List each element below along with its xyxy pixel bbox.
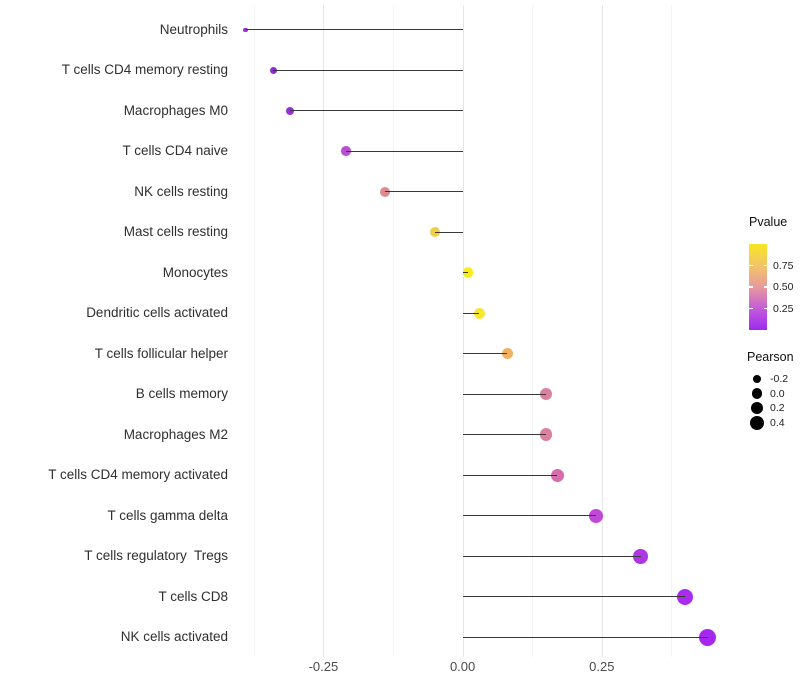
pearson-size-dot: [752, 374, 762, 384]
y-axis-label: B cells memory: [135, 386, 228, 402]
y-axis-label: Monocytes: [162, 264, 228, 280]
pearson-legend-title: Pearson: [747, 350, 794, 364]
pvalue-gradient-tick: [749, 307, 753, 310]
lollipop-stem: [462, 393, 547, 395]
lollipop-point: [550, 468, 564, 482]
pvalue-tick-label: 0.25: [773, 302, 794, 315]
lollipop-point: [540, 388, 553, 401]
lollipop-stem: [462, 636, 708, 638]
y-axis-label: Dendritic cells activated: [86, 305, 228, 321]
lollipop-point: [473, 307, 485, 319]
lollipop-stem: [273, 69, 463, 71]
pearson-size-label: 0.0: [770, 387, 785, 400]
pvalue-gradient-tick: [763, 286, 767, 288]
lollipop-point: [285, 106, 295, 115]
gridline-major: [462, 5, 464, 657]
gridline-major: [323, 5, 325, 657]
x-axis-tick-label: -0.25: [308, 659, 339, 674]
pearson-size-label: 0.2: [770, 402, 785, 415]
gridline-minor: [393, 5, 394, 657]
lollipop-point: [539, 428, 553, 441]
lollipop-point: [462, 267, 474, 278]
pearson-size-label: 0.4: [770, 417, 785, 430]
y-axis-label: T cells gamma delta: [107, 507, 228, 523]
y-axis-label: T cells CD4 memory activated: [48, 467, 228, 483]
lollipop-stem: [462, 312, 480, 314]
gridline-major: [601, 5, 603, 657]
y-axis-label: T cells CD4 naive: [122, 143, 228, 159]
lollipop-point: [633, 548, 649, 564]
lollipop-point: [677, 588, 694, 605]
pearson-size-dot: [751, 388, 763, 399]
lollipop-point: [589, 508, 604, 523]
lollipop-point: [501, 348, 513, 360]
y-axis-label: T cells CD8: [158, 588, 228, 604]
pvalue-tick-label: 0.50: [773, 281, 794, 293]
y-axis-label: Mast cells resting: [123, 224, 228, 240]
pvalue-gradient-tick: [763, 307, 767, 310]
lollipop-stem: [462, 353, 508, 355]
pearson-size-dot: [751, 402, 763, 415]
y-axis-label: T cells CD4 memory resting: [61, 62, 228, 78]
lollipop-stem: [462, 474, 558, 476]
lollipop-stem: [434, 231, 463, 233]
lollipop-point: [429, 227, 440, 238]
lollipop-stem: [462, 555, 641, 557]
pvalue-tick-label: 0.75: [773, 259, 794, 272]
lollipop-stem: [245, 29, 463, 31]
y-axis-label: NK cells activated: [120, 629, 228, 645]
pvalue-legend-title: Pvalue: [749, 215, 788, 229]
lollipop-point: [269, 66, 277, 74]
x-axis-tick-label: 0.25: [589, 659, 615, 674]
gridline-minor: [253, 5, 255, 657]
gridline-minor: [532, 5, 534, 657]
pvalue-gradient-bar: [749, 244, 767, 330]
x-axis-tick-label: 0.00: [449, 659, 476, 674]
lollipop-stem: [462, 272, 469, 274]
y-axis-label: Neutrophils: [159, 21, 228, 37]
pvalue-gradient-tick: [763, 264, 767, 267]
lollipop-stem: [384, 191, 463, 193]
y-axis-label: NK cells resting: [134, 183, 228, 199]
lollipop-stem: [462, 515, 597, 517]
y-axis-label: T cells regulatory Tregs: [84, 548, 228, 564]
lollipop-stem: [290, 110, 463, 112]
lollipop-stem: [462, 596, 686, 598]
gridline-minor: [671, 5, 673, 657]
pearson-size-label: -0.2: [770, 373, 789, 385]
pvalue-gradient-tick: [749, 264, 753, 267]
y-axis-label: Macrophages M0: [123, 102, 228, 118]
lollipop-point: [243, 27, 248, 32]
lollipop-stem: [462, 434, 547, 436]
lollipop-stem: [345, 150, 463, 152]
pearson-size-dot: [750, 416, 764, 431]
pvalue-gradient-tick: [749, 286, 753, 288]
y-axis-label: Macrophages M2: [123, 426, 228, 442]
y-axis-label: T cells follicular helper: [94, 345, 228, 361]
